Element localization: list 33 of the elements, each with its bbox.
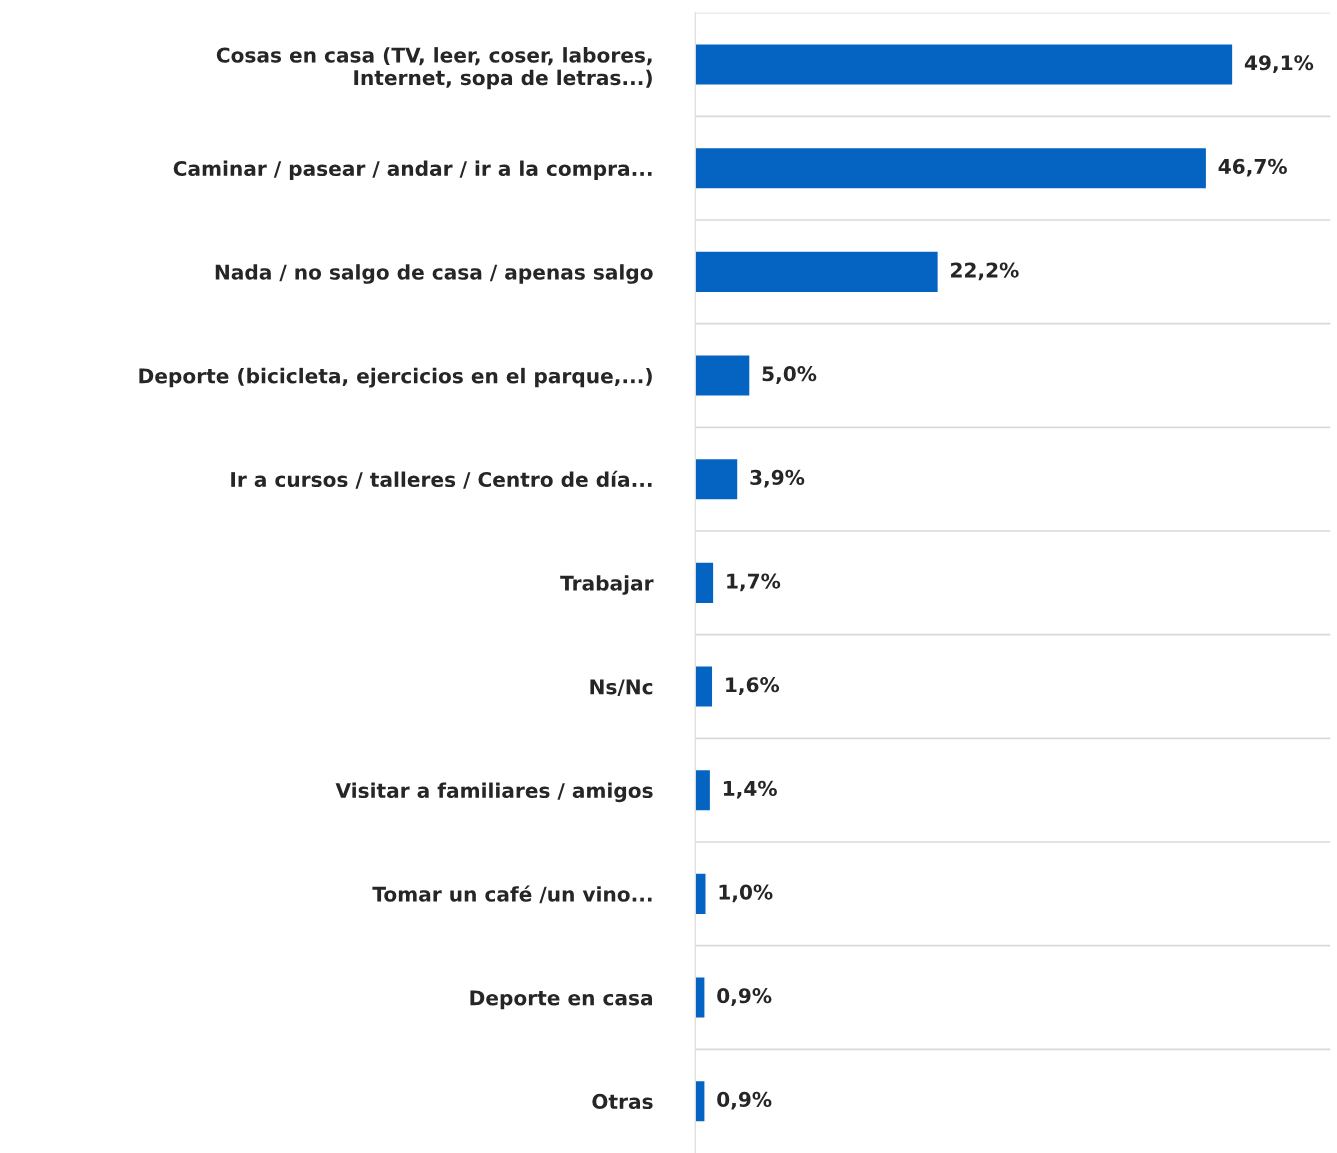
y-tick-label: Otras (592, 1093, 653, 1110)
bar (695, 1079, 706, 1123)
data-label: 1,0% (719, 884, 773, 903)
data-label: 0,9% (717, 988, 772, 1006)
data-label: 0,9% (717, 1091, 772, 1110)
y-tick-label: Ns/Nc (590, 679, 653, 697)
data-label: 22,2% (951, 262, 1019, 281)
bar (695, 43, 1234, 86)
y-tick-label: Visitar a familiares / amigos (335, 782, 653, 803)
y-tick-label: Nada / no salgo de casa / apenas salgo (215, 264, 653, 284)
data-label: 1,7% (727, 573, 781, 592)
bar (695, 561, 715, 605)
y-tick-label: Caminar / pasear / andar / ir a la compra... (173, 160, 652, 181)
data-label: 1,6% (726, 677, 780, 695)
y-tick-label: Ir a cursos / talleres / Centro de día... (231, 470, 652, 489)
data-label: 1,4% (723, 780, 777, 799)
y-tick-label: Cosas en casa (TV, leer, coser, labores, Internet, sopa de letras...) (216, 47, 652, 90)
y-tick-label: Deporte (bicicleta, ejercicios en el parque,...) (139, 367, 652, 388)
bar (695, 354, 751, 397)
data-label: 5,0% (762, 366, 817, 384)
y-tick-label: Deporte en casa (470, 990, 652, 1010)
y-tick-label: Tomar un café /un vino... (372, 885, 652, 904)
bar (695, 976, 706, 1019)
bar (695, 457, 739, 501)
data-label: 3,9% (750, 469, 805, 488)
data-label: 46,7% (1218, 158, 1287, 177)
bar (695, 250, 940, 294)
bar (695, 872, 707, 916)
y-tick-label: Trabajar (560, 575, 654, 595)
bar (695, 768, 712, 812)
data-label: 49,1% (1244, 55, 1314, 73)
bar (695, 146, 1208, 190)
bar (695, 665, 714, 708)
